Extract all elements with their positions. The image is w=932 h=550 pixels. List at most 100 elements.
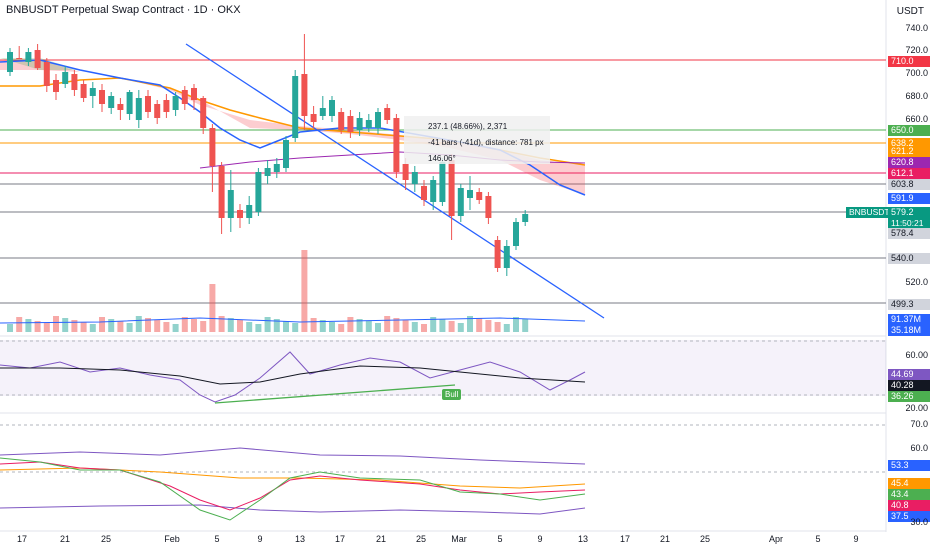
volume-bar <box>283 321 289 332</box>
volume-bar <box>273 319 280 332</box>
candle-body <box>513 222 519 246</box>
candle-body <box>329 100 335 116</box>
candle-body <box>71 74 78 90</box>
candle-body <box>301 74 308 116</box>
time-tick: 9 <box>257 534 263 544</box>
time-tick: 25 <box>100 534 112 544</box>
candle-body <box>273 164 280 172</box>
volume-tag-1: 91.37M <box>888 314 930 325</box>
volume-bar <box>237 320 243 332</box>
price-tick: 660.0 <box>905 114 928 124</box>
osc-tick: 60.0 <box>910 443 928 453</box>
candle-body <box>494 240 501 268</box>
osc-lower-envelope <box>0 504 586 515</box>
volume-bar <box>476 318 483 332</box>
candle-body <box>237 210 243 218</box>
volume-bar <box>384 316 391 332</box>
volume-bar <box>393 318 400 332</box>
measure-bars-range: -41 bars (-41d), distance: 781 px <box>428 138 544 147</box>
time-tick: 21 <box>59 534 71 544</box>
volume-bar <box>457 323 464 332</box>
osc-tag-3: 43.4 <box>888 489 930 500</box>
candle-body <box>117 104 124 110</box>
candle-body <box>522 214 529 222</box>
candle-body <box>255 172 262 212</box>
price-tick: 740.0 <box>905 23 928 33</box>
candle-body <box>16 58 23 59</box>
measure-tooltip[interactable]: 237.1 (48.66%), 2,371 -41 bars (-41d), d… <box>404 116 550 164</box>
candle-body <box>476 192 483 200</box>
volume-bar <box>99 317 105 332</box>
time-tick: 17 <box>334 534 346 544</box>
measure-angle: 146.06° <box>428 154 456 163</box>
volume-bar <box>25 319 32 332</box>
price-tick: 720.0 <box>905 45 928 55</box>
candle-body <box>126 92 133 114</box>
volume-bar <box>227 318 234 332</box>
level-tag-499: 499.3 <box>888 299 930 310</box>
osc-tag-1: 53.3 <box>888 460 930 471</box>
volume-bar <box>246 322 253 332</box>
descending-trendline <box>185 43 605 319</box>
candle-body <box>365 120 372 128</box>
volume-bar <box>264 317 271 332</box>
time-tick: Mar <box>451 534 467 544</box>
candle-body <box>292 76 299 138</box>
osc-tick: 30.0 <box>910 517 928 527</box>
candle-body <box>53 80 59 92</box>
candle-body <box>7 52 13 72</box>
volume-bar <box>80 322 87 332</box>
volume-bar <box>145 318 151 332</box>
candle-body <box>246 205 253 218</box>
candle-body <box>356 118 363 130</box>
volume-bar <box>402 320 409 332</box>
volume-bar <box>329 322 335 332</box>
time-tick: 17 <box>619 534 631 544</box>
volume-bar <box>126 323 133 332</box>
candle-body <box>89 88 96 96</box>
osc-tick: 70.0 <box>910 419 928 429</box>
rsi-tick: 60.00 <box>905 350 928 360</box>
time-tick: Apr <box>768 534 784 544</box>
level-tag-591: 591.9 <box>888 193 930 204</box>
candle-body <box>467 190 473 198</box>
chart-title[interactable]: BNBUSDT Perpetual Swap Contract · 1D · O… <box>6 4 241 16</box>
candle-body <box>25 52 32 62</box>
time-tick: 25 <box>415 534 427 544</box>
bar-countdown: 11:50:21 <box>888 218 930 228</box>
level-tag-578: 578.4 <box>888 228 930 239</box>
candle-body <box>430 180 437 202</box>
volume-tag-2: 35.18M <box>888 325 930 336</box>
rsi-tag-3: 36.26 <box>888 391 930 402</box>
volume-bar <box>200 321 207 332</box>
volume-bar <box>16 317 23 332</box>
volume-bar <box>154 320 161 332</box>
volume-bar <box>255 324 262 332</box>
candle-body <box>264 168 271 176</box>
candle-body <box>347 116 354 132</box>
volume-bar <box>7 324 13 332</box>
volume-bar <box>163 322 170 332</box>
currency-label[interactable]: USDT <box>896 6 924 17</box>
volume-bar <box>485 320 492 332</box>
volume-bar <box>117 321 124 332</box>
candle-body <box>448 160 455 216</box>
time-tick: 25 <box>699 534 711 544</box>
candle-body <box>163 100 170 112</box>
level-tag-638: 638.2 <box>888 138 930 149</box>
volume-bar <box>421 324 427 332</box>
candle-body <box>319 108 326 116</box>
volume-bar <box>494 322 501 332</box>
candle-body <box>421 186 427 200</box>
candle-body <box>172 96 179 110</box>
volume-bar <box>89 324 96 332</box>
time-tick: 17 <box>16 534 28 544</box>
volume-bar <box>43 323 50 332</box>
volume-bar <box>135 316 142 332</box>
volume-bar <box>319 320 326 332</box>
candle-body <box>200 98 207 128</box>
time-tick: 13 <box>294 534 306 544</box>
candle-body <box>154 104 161 118</box>
price-tick: 520.0 <box>905 277 928 287</box>
